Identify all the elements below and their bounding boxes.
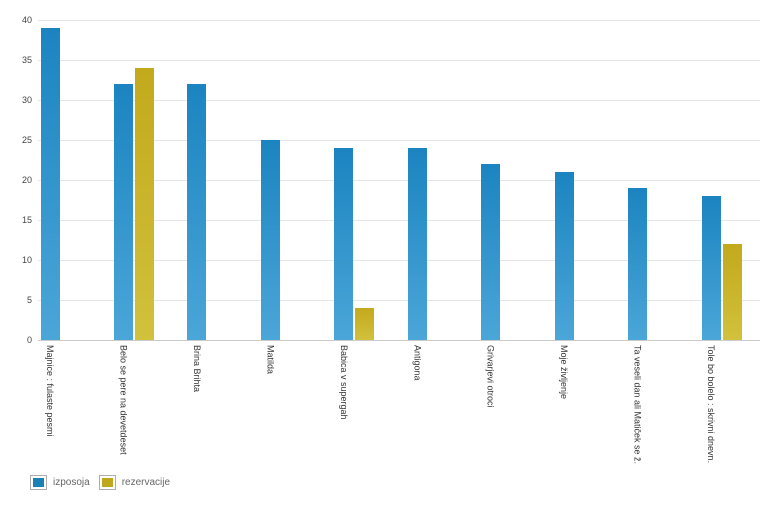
bar-rezervacije[interactable] xyxy=(134,68,154,340)
y-axis-tick-label: 30 xyxy=(21,95,32,105)
x-axis-label: Ta veseli dan ali Matiček se ž. xyxy=(632,345,643,465)
gridline xyxy=(38,180,760,181)
legend-label-rezervacije: rezervacije xyxy=(121,477,171,488)
x-axis-label: Brina Brihta xyxy=(191,345,202,393)
gridline xyxy=(38,300,760,301)
x-axis-label: Tole bo bolelo : skrivni dnevn. xyxy=(706,345,717,464)
legend-label-izposoja: izposoja xyxy=(53,477,90,488)
bar-izposoja[interactable] xyxy=(334,148,354,340)
y-axis-tick-label: 25 xyxy=(21,135,32,145)
gridline xyxy=(38,60,760,61)
gridline xyxy=(38,220,760,221)
gridline xyxy=(38,140,760,141)
y-axis-tick-label: 35 xyxy=(21,55,32,65)
x-axis-label: Antigona xyxy=(412,345,423,381)
legend-swatch-rezervacije xyxy=(98,475,116,490)
legend-item-izposoja: izposoja xyxy=(30,475,90,490)
y-axis-tick-label: 5 xyxy=(26,295,32,305)
bar-izposoja[interactable] xyxy=(40,28,60,340)
legend: izposoja rezervacije xyxy=(30,475,170,490)
bar-izposoja[interactable] xyxy=(260,140,280,340)
y-axis-tick-label: 20 xyxy=(21,175,32,185)
y-axis-tick-label: 15 xyxy=(21,215,32,225)
bar-izposoja[interactable] xyxy=(187,84,207,340)
gridline xyxy=(38,260,760,261)
y-axis-tick-label: 0 xyxy=(26,335,32,345)
bar-rezervacije[interactable] xyxy=(722,244,742,340)
bar-izposoja[interactable] xyxy=(481,164,501,340)
x-axis-label: Belo se pere na devetdeset xyxy=(118,345,129,455)
legend-swatch-izposoja xyxy=(30,475,47,490)
x-axis-label: Majnice : fulaste pesmi xyxy=(45,345,55,437)
gridline xyxy=(38,340,760,341)
x-axis-label: Grivarjevi otroci xyxy=(485,345,496,408)
x-axis-label: Matilda xyxy=(265,345,276,375)
bar-izposoja[interactable] xyxy=(701,196,721,340)
bar-izposoja[interactable] xyxy=(554,172,574,340)
legend-item-rezervacije: rezervacije xyxy=(98,475,171,490)
gridline xyxy=(38,100,760,101)
x-axis-label: Babica v supergah xyxy=(338,345,349,420)
gridline xyxy=(38,20,760,21)
bar-izposoja[interactable] xyxy=(407,148,427,340)
x-axis-label: Moje življenje xyxy=(559,345,570,400)
bar-rezervacije[interactable] xyxy=(355,308,375,340)
y-axis-tick-label: 10 xyxy=(21,255,32,265)
bar-izposoja[interactable] xyxy=(628,188,648,340)
bar-izposoja[interactable] xyxy=(113,84,133,340)
y-axis-tick-label: 40 xyxy=(21,15,32,25)
